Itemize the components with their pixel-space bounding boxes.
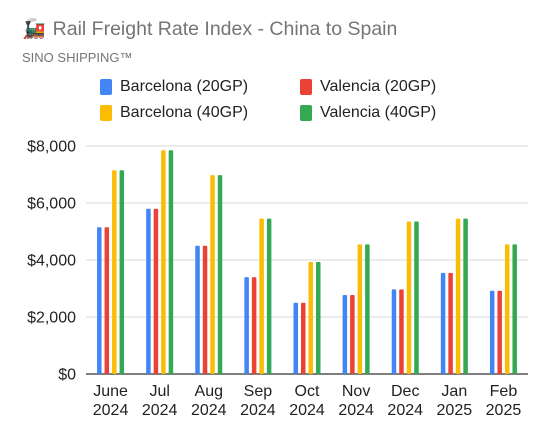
bar [455, 218, 461, 374]
bar [489, 290, 495, 374]
x-tick-label: 2024 [338, 402, 374, 419]
legend-label: Valencia (20GP) [320, 78, 437, 95]
x-tick-label: Jul [149, 383, 169, 400]
bar [251, 277, 257, 374]
bar [244, 277, 249, 374]
x-tick-label: Dec [391, 383, 419, 400]
bar [308, 261, 313, 374]
y-tick-label: $0 [58, 367, 76, 384]
x-tick-label: Oct [295, 383, 320, 400]
y-tick-label: $8,000 [27, 139, 76, 156]
x-tick-label: Aug [195, 383, 223, 400]
bar [112, 170, 117, 374]
bar [448, 272, 453, 374]
legend-swatch [300, 79, 312, 95]
x-tick-label: 2024 [240, 402, 276, 419]
chart-title: Rail Freight Rate Index - China to Spain [52, 18, 398, 40]
x-tick-label: 2024 [387, 402, 423, 419]
legend-label: Barcelona (40GP) [120, 104, 249, 121]
bar [399, 289, 404, 374]
legend-item-barcelona-20gp[interactable]: Barcelona (20GP) [100, 78, 300, 96]
bar [406, 221, 412, 374]
y-tick-label: $2,000 [27, 310, 76, 327]
bar [146, 208, 151, 374]
chart-header: 🚂 Rail Freight Rate Index - China to Spa… [22, 18, 397, 41]
bar [504, 244, 510, 374]
legend-item-barcelona-40gp[interactable]: Barcelona (40GP) [100, 104, 300, 122]
bar [217, 175, 223, 374]
bar [301, 302, 306, 374]
bar [350, 295, 355, 374]
bar [202, 245, 208, 374]
train-icon: 🚂 [22, 18, 46, 40]
legend-swatch [100, 79, 112, 95]
bar [391, 289, 397, 374]
x-tick-label: 2024 [191, 402, 227, 419]
bar [168, 150, 174, 374]
bar [357, 244, 363, 374]
legend-item-valencia-40gp[interactable]: Valencia (40GP) [300, 104, 500, 122]
x-tick-label: 2024 [289, 402, 325, 419]
bar [259, 218, 264, 374]
x-tick-label: 2025 [437, 402, 473, 419]
x-tick-label: Feb [490, 383, 518, 400]
chart-legend: Barcelona (20GP) Valencia (20GP) Barcelo… [100, 78, 500, 122]
bar [342, 295, 348, 374]
x-tick-label: 2024 [93, 402, 129, 419]
x-tick-label: 2024 [142, 402, 178, 419]
bar [119, 170, 125, 374]
x-tick-label: 2025 [486, 402, 522, 419]
x-tick-label: Jan [441, 383, 467, 400]
x-tick-label: Sep [244, 383, 273, 400]
bar [440, 272, 446, 374]
bar [463, 218, 468, 374]
bar [293, 302, 298, 374]
bar [497, 290, 502, 374]
bar [161, 150, 166, 374]
bar [414, 221, 419, 374]
legend-item-valencia-20gp[interactable]: Valencia (20GP) [300, 78, 500, 96]
bar [104, 227, 110, 374]
bar [210, 175, 215, 374]
legend-swatch [100, 105, 112, 121]
legend-label: Valencia (40GP) [320, 104, 437, 121]
y-tick-label: $6,000 [27, 196, 76, 213]
bar [512, 244, 517, 374]
legend-swatch [300, 105, 312, 121]
bar [153, 208, 159, 374]
y-tick-label: $4,000 [27, 253, 76, 270]
chart-subtitle: SINO SHIPPING™ [22, 50, 133, 65]
bar [365, 244, 370, 374]
bar [316, 261, 321, 374]
bar [195, 245, 200, 374]
bar [97, 227, 102, 374]
x-tick-label: June [93, 383, 128, 400]
legend-label: Barcelona (20GP) [120, 78, 249, 95]
bar [266, 218, 272, 374]
x-tick-label: Nov [342, 383, 370, 400]
